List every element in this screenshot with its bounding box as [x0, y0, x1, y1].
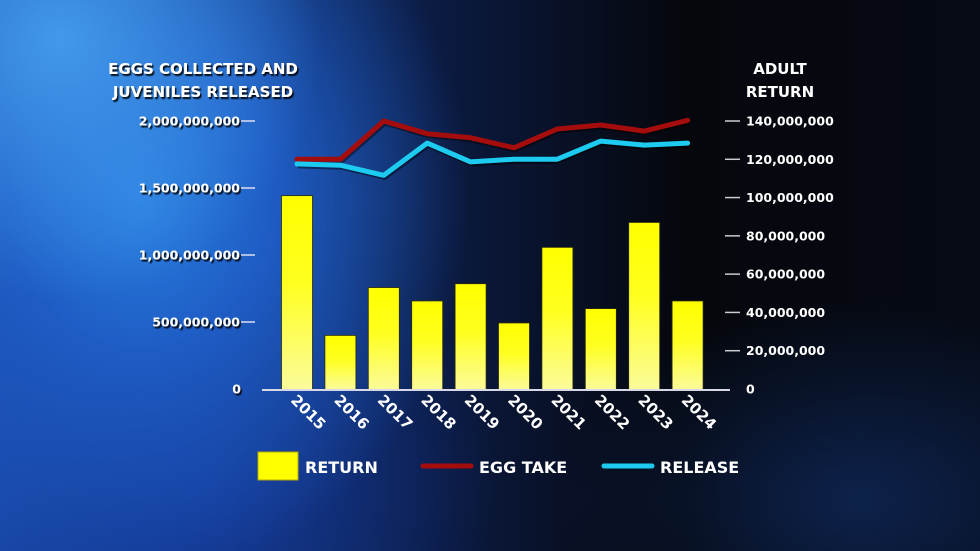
legend-label-release: RELEASE: [660, 458, 739, 477]
legend-label-return: RETURN: [305, 458, 378, 477]
return-bar-2016: [324, 334, 357, 391]
year-label-2024: 2024: [678, 391, 720, 433]
right-axis-title-line-2: RETURN: [746, 83, 814, 101]
year-label-2021: 2021: [548, 391, 590, 433]
right-tick-label: 40,000,000: [746, 305, 825, 320]
return-bar-2020: [498, 322, 530, 391]
release-line: [294, 138, 691, 178]
legend-label-egg-take: EGG TAKE: [479, 458, 567, 477]
return-bar-2024: [671, 300, 704, 391]
right-tick-label: 80,000,000: [746, 228, 825, 243]
return-bar-2023: [628, 222, 661, 391]
right-tick-label: 100,000,000: [746, 190, 834, 205]
right-tick-label: 0: [746, 382, 755, 397]
right-axis-title: ADULT RETURN: [746, 60, 814, 101]
return-bar-2017: [367, 287, 400, 391]
return-bars: [281, 195, 704, 391]
return-swatch-icon: [257, 451, 299, 481]
egg-take-line: [294, 117, 691, 162]
return-bar-2021: [541, 246, 574, 391]
line-series: [294, 117, 691, 180]
legend-item-return: RETURN: [257, 451, 378, 481]
x-axis-year-labels: 2015 2016 2017 2018 2019 2020 2021 2022 2023 2024: [287, 391, 720, 433]
left-tick-label: 0: [232, 382, 241, 397]
right-tick-label: 20,000,000: [746, 343, 825, 358]
right-axis-title-line-1: ADULT: [753, 60, 807, 78]
return-bar-2019: [454, 283, 487, 391]
year-label-2022: 2022: [591, 391, 633, 433]
right-tick-label: 140,000,000: [746, 114, 834, 129]
left-axis-title: EGGS COLLECTED AND JUVENILES RELEASED: [108, 60, 298, 101]
left-tick-label: 500,000,000: [152, 315, 240, 330]
return-bar-2022: [584, 308, 617, 391]
year-label-2016: 2016: [331, 391, 373, 433]
return-bar-2018: [411, 300, 444, 391]
legend-item-release: RELEASE: [601, 458, 739, 477]
left-tick-label: 1,500,000,000: [139, 181, 241, 196]
year-label-2018: 2018: [417, 391, 459, 433]
year-label-2020: 2020: [504, 391, 546, 433]
left-axis-title-line-2: JUVENILES RELEASED: [112, 83, 293, 101]
left-axis-ticks: 0 500,000,000 1,000,000,000 1,500,000,000 2,…: [139, 114, 275, 397]
year-label-2017: 2017: [374, 391, 416, 433]
legend: RETURN EGG TAKE RELEASE: [257, 451, 739, 481]
left-axis-title-line-1: EGGS COLLECTED AND: [108, 60, 298, 78]
left-tick-label: 1,000,000,000: [139, 248, 241, 263]
right-tick-label: 120,000,000: [746, 152, 834, 167]
right-tick-label: 60,000,000: [746, 267, 825, 282]
year-label-2019: 2019: [461, 391, 503, 433]
left-tick-label: 2,000,000,000: [139, 114, 241, 129]
legend-item-egg-take: EGG TAKE: [420, 458, 567, 477]
right-axis-ticks: 0 20,000,000 40,000,000 60,000,000 80,000,00…: [725, 114, 834, 397]
year-label-2023: 2023: [634, 391, 676, 433]
year-label-2015: 2015: [287, 391, 329, 433]
return-bar-2015: [281, 195, 313, 391]
